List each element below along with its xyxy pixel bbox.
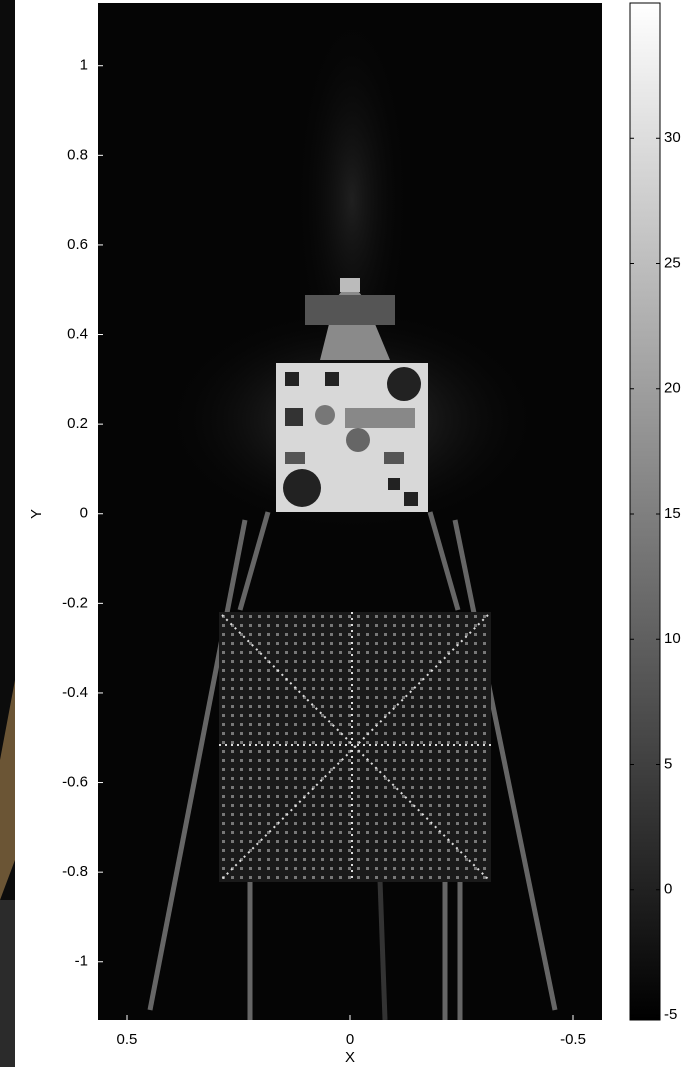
chart: X Y 1 0.8 0.6 0.4 0.2 0 -0.2 -0.4 -0.6 -0.8 -1 0.5 0… bbox=[0, 0, 698, 1067]
y-tick-label: -1 bbox=[75, 953, 88, 970]
colorbar-tick-label: 10 bbox=[664, 630, 681, 647]
x-axis-label: X bbox=[345, 1049, 355, 1066]
y-tick-label: 0.6 bbox=[67, 236, 88, 253]
y-tick-label: -0.6 bbox=[62, 774, 88, 791]
colorbar-tick-label: 5 bbox=[664, 755, 672, 772]
y-tick-label: 0.2 bbox=[67, 415, 88, 432]
colorbar-tick-label: 15 bbox=[664, 505, 681, 522]
x-tick-label: -0.5 bbox=[560, 1031, 586, 1048]
x-tick-label: 0 bbox=[346, 1031, 354, 1048]
colorbar bbox=[630, 3, 660, 1020]
y-tick-label: 0.4 bbox=[67, 326, 88, 343]
y-axis-label: Y bbox=[28, 509, 45, 519]
y-tick-label: 0 bbox=[80, 505, 88, 522]
colorbar-tick-label: 20 bbox=[664, 380, 681, 397]
page: {"chart_data": {"type": "heatmap", "xlab… bbox=[0, 0, 698, 1067]
x-tick-label: 0.5 bbox=[117, 1031, 138, 1048]
image bbox=[98, 0, 602, 1020]
colorbar-tick-label: 30 bbox=[664, 129, 681, 146]
left-photo-strip bbox=[0, 0, 15, 1067]
y-tick-label: -0.4 bbox=[62, 684, 88, 701]
y-tick-label: 0.8 bbox=[67, 146, 88, 163]
y-tick-label: 1 bbox=[80, 57, 88, 74]
colorbar-tick-label: -5 bbox=[664, 1006, 677, 1023]
y-tick-label: -0.8 bbox=[62, 863, 88, 880]
colorbar-tick-label: 0 bbox=[664, 881, 672, 898]
colorbar-tick-label: 25 bbox=[664, 254, 681, 271]
y-tick-label: -0.2 bbox=[62, 594, 88, 611]
